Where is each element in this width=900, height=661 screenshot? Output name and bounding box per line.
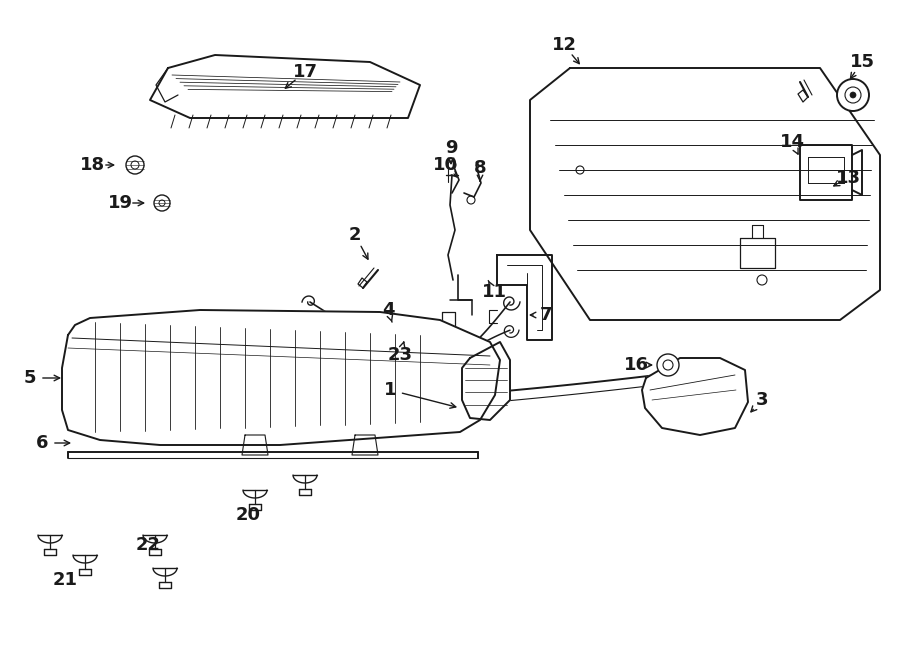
Text: 10: 10 [433, 156, 457, 174]
Text: 7: 7 [540, 306, 553, 324]
Text: 4: 4 [382, 301, 394, 319]
Text: 1: 1 [383, 381, 396, 399]
Text: 15: 15 [850, 53, 875, 71]
Text: 19: 19 [107, 194, 132, 212]
Circle shape [837, 79, 869, 111]
Circle shape [850, 92, 856, 98]
Text: 17: 17 [292, 63, 318, 81]
Text: 8: 8 [473, 159, 486, 177]
Text: 12: 12 [552, 36, 577, 54]
Text: 16: 16 [624, 356, 649, 374]
Text: 20: 20 [236, 506, 260, 524]
Text: 21: 21 [52, 571, 77, 589]
Polygon shape [642, 358, 748, 435]
Text: 2: 2 [349, 226, 361, 244]
Polygon shape [462, 342, 510, 420]
Text: 3: 3 [756, 391, 769, 409]
Text: 5: 5 [23, 369, 36, 387]
Text: 9: 9 [445, 139, 457, 157]
Text: 13: 13 [835, 169, 860, 187]
Text: 11: 11 [482, 283, 507, 301]
Text: 23: 23 [388, 346, 412, 364]
Circle shape [657, 354, 679, 376]
Polygon shape [62, 310, 500, 445]
Text: 22: 22 [136, 536, 160, 554]
Text: 18: 18 [80, 156, 105, 174]
Text: 14: 14 [779, 133, 805, 151]
Text: 6: 6 [36, 434, 49, 452]
